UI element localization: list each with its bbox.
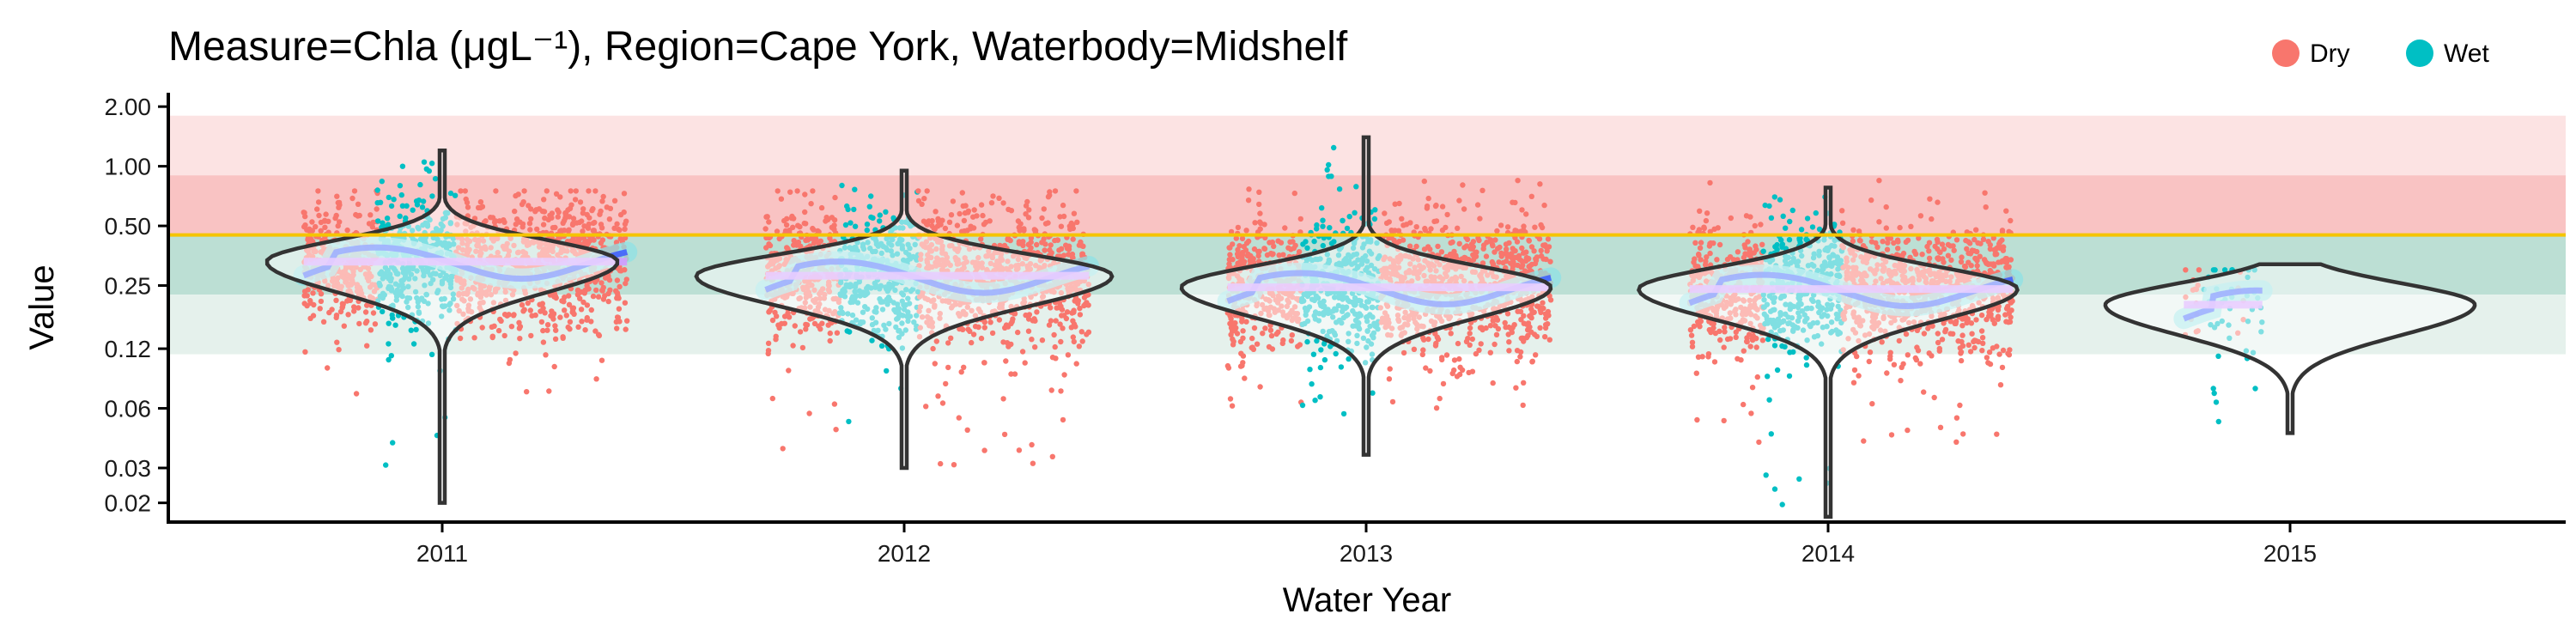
y-tick-label: 0.50	[105, 213, 152, 240]
violin-2014	[1637, 185, 2020, 519]
legend: Dry Wet	[2272, 39, 2489, 68]
chart-title: Measure=Chla (μgL⁻¹), Region=Cape York, …	[168, 24, 1348, 70]
violin-2012	[694, 168, 1115, 471]
y-tick-label: 0.03	[105, 455, 152, 482]
legend-item-wet: Wet	[2406, 39, 2489, 68]
x-tick-label: 2012	[878, 540, 931, 567]
x-tick-label: 2011	[416, 540, 468, 567]
legend-label: Wet	[2444, 39, 2489, 68]
y-ticks: 0.02 0.03 0.06 0.12 0.25 0.50 1.00 2.00	[105, 94, 168, 517]
violin-2015	[2103, 262, 2477, 435]
x-ticks: 2011 2012 2013 2014 2015	[416, 522, 2317, 567]
violin-2013	[1179, 135, 1553, 457]
legend-item-dry: Dry	[2272, 39, 2350, 68]
x-tick-label: 2013	[1340, 540, 1393, 567]
y-tick-label: 0.12	[105, 336, 152, 362]
y-tick-label: 2.00	[105, 94, 152, 120]
legend-label: Dry	[2310, 39, 2350, 68]
violin-layer	[264, 135, 2477, 519]
legend-swatch	[2406, 39, 2433, 67]
legend-swatch	[2272, 39, 2300, 67]
y-tick-label: 0.06	[105, 396, 152, 422]
y-axis-title: Value	[23, 264, 61, 349]
plot-area	[168, 115, 2566, 519]
axes: 0.020.030.060.120.250.501.002.00 2011 201…	[105, 93, 2566, 567]
x-tick-label: 2015	[2263, 540, 2317, 567]
x-tick-label: 2014	[1801, 540, 1855, 567]
y-tick-label: 1.00	[105, 154, 152, 180]
violin-2011	[264, 149, 620, 505]
y-tick-label: 0.25	[105, 273, 152, 300]
x-axis-title: Water Year	[1283, 581, 1451, 619]
y-tick-label: 0.02	[105, 490, 152, 517]
